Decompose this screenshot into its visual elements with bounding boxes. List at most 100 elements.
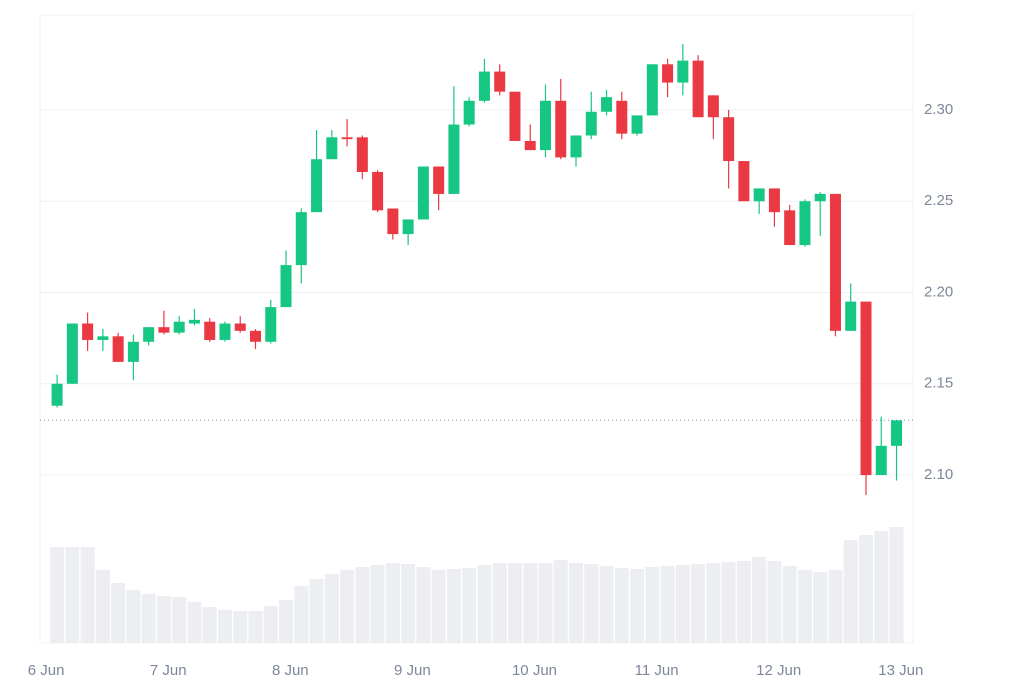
x-tick-label: 7 Jun	[150, 662, 187, 679]
volume-bar	[721, 562, 736, 643]
x-tick-label: 10 Jun	[512, 662, 557, 679]
candle-body	[723, 117, 735, 162]
candle-body	[188, 319, 200, 324]
candle-body	[799, 201, 811, 246]
volume-bar	[217, 610, 232, 643]
volume-bar	[706, 563, 721, 643]
volume-bar	[874, 531, 889, 643]
volume-bar	[370, 565, 385, 643]
volume-bar	[660, 566, 675, 643]
volume-bar	[691, 564, 706, 643]
candle-body	[784, 210, 796, 246]
volume-bar	[401, 564, 416, 643]
candle-body	[524, 140, 536, 151]
volume-bar	[630, 569, 645, 643]
volume-bar	[279, 600, 294, 643]
volume-bar	[233, 611, 248, 643]
volume-bar	[614, 568, 629, 643]
candle-body	[265, 307, 277, 342]
x-tick-label: 8 Jun	[272, 662, 309, 679]
candle-body	[97, 336, 109, 340]
volume-bar	[309, 579, 324, 643]
volume-bar	[416, 567, 431, 643]
volume-bar	[126, 590, 141, 643]
candle-body	[311, 159, 323, 213]
volume-bar	[248, 611, 263, 643]
y-tick-label: 2.10	[924, 466, 953, 483]
x-tick-label: 13 Jun	[878, 662, 923, 679]
candle-body	[158, 327, 170, 333]
candle-body	[753, 188, 765, 202]
volume-bar	[462, 568, 477, 643]
candle-body	[280, 265, 292, 308]
volume-bar	[797, 570, 812, 643]
volume-bar	[492, 563, 507, 643]
candle-body	[845, 301, 857, 331]
candle-body	[387, 208, 399, 235]
volume-bar	[889, 527, 904, 643]
candle-body	[509, 91, 521, 141]
candle-body	[402, 219, 414, 235]
volume-bar	[111, 583, 126, 643]
candle-body	[860, 301, 872, 476]
candle-body	[51, 383, 63, 406]
candle-body	[448, 124, 460, 194]
volume-bar	[50, 547, 65, 643]
volume-bar	[340, 570, 355, 643]
volume-bar	[782, 566, 797, 643]
volume-bar	[431, 570, 446, 643]
volume-bar	[355, 567, 370, 643]
candle-body	[417, 166, 429, 220]
volume-bar	[263, 606, 278, 643]
candle-body	[372, 172, 384, 211]
candle-body	[891, 420, 903, 446]
volume-bar	[538, 563, 553, 643]
volume-bar	[645, 567, 660, 643]
volume-bar	[446, 569, 461, 643]
volume-bar	[385, 563, 400, 643]
volume-bar	[294, 586, 309, 643]
volume-bar	[736, 561, 751, 643]
volume-bar	[675, 565, 690, 643]
candle-body	[829, 193, 841, 331]
volume-bar	[172, 597, 187, 643]
y-tick-label: 2.25	[924, 192, 953, 209]
candle-body	[616, 100, 628, 134]
volume-bar	[553, 560, 568, 643]
volume-bar	[767, 561, 782, 643]
volume-bar	[156, 596, 171, 643]
volume-bar	[202, 607, 217, 643]
candle-body	[662, 64, 674, 83]
volume-bar	[141, 594, 156, 643]
candle-body	[738, 161, 750, 202]
candle-body	[646, 64, 658, 116]
candle-body	[326, 137, 338, 160]
volume-bar	[523, 563, 538, 643]
candle-body	[433, 166, 445, 194]
candle-body	[143, 327, 155, 342]
x-tick-label: 6 Jun	[28, 662, 65, 679]
volume-bar	[507, 563, 522, 643]
candle-body	[356, 137, 368, 172]
x-tick-label: 12 Jun	[756, 662, 801, 679]
candle-body	[204, 321, 216, 340]
x-tick-label: 9 Jun	[394, 662, 431, 679]
volume-bar	[187, 602, 202, 643]
candle-body	[341, 137, 353, 140]
candle-body	[707, 95, 719, 118]
y-tick-label: 2.15	[924, 375, 953, 392]
volume-bar	[324, 574, 339, 643]
volume-bar	[477, 565, 492, 643]
volume-bar	[584, 564, 599, 643]
volume-bar	[752, 557, 767, 643]
candle-body	[555, 100, 567, 158]
candle-body	[494, 71, 506, 92]
candle-body	[234, 323, 246, 331]
candle-body	[478, 71, 490, 101]
candle-body	[768, 188, 780, 213]
y-tick-label: 2.20	[924, 283, 953, 300]
volume-bar	[65, 547, 80, 643]
volume-bar	[95, 570, 110, 643]
candle-body	[692, 60, 704, 118]
volume-bar	[599, 566, 614, 643]
